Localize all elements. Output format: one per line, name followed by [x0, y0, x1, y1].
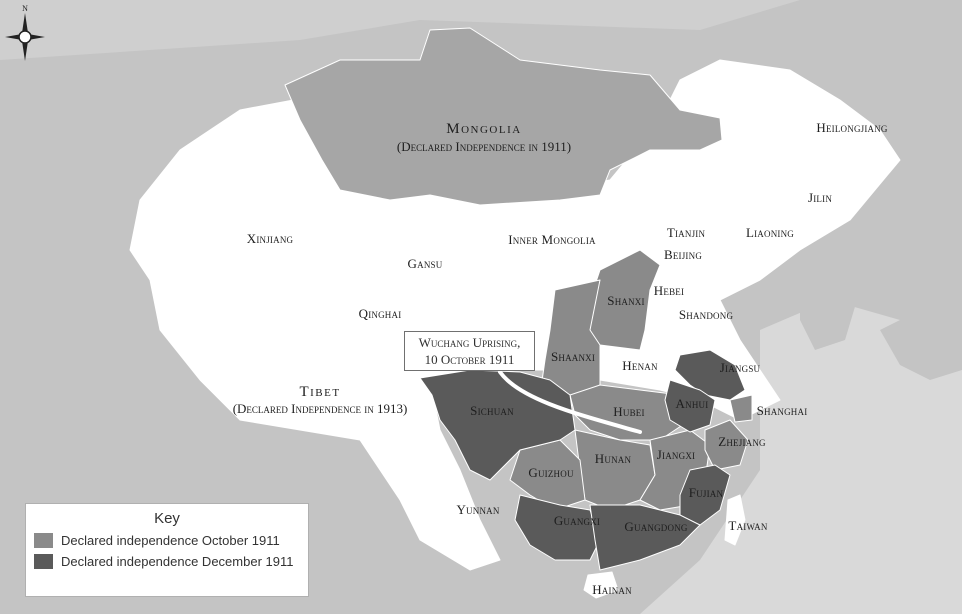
label-hunan: Hunan: [595, 451, 632, 466]
key-item-december: Declared independence December 1911: [34, 554, 308, 569]
label-guangdong: Guangdong: [624, 519, 687, 534]
label-jiangsu: Jiangsu: [720, 360, 761, 375]
region-fujian: [679, 464, 731, 526]
label-hebei: Hebei: [654, 283, 684, 298]
label-beijing: Beijing: [664, 247, 702, 262]
label-inner-mongolia: Inner Mongolia: [508, 232, 596, 247]
key-item-october: Declared independence October 1911: [34, 533, 308, 548]
label-jiangxi: Jiangxi: [657, 447, 695, 462]
japan-land: [880, 300, 962, 380]
region-jiangsu: [674, 349, 746, 401]
label-sichuan: Sichuan: [470, 403, 514, 418]
label-xinjiang: Xinjiang: [247, 231, 294, 246]
label-tibet: Tibet: [299, 384, 340, 400]
label-heilongjiang: Heilongjiang: [816, 120, 888, 135]
key-title: Key: [154, 510, 180, 527]
key-label-october: Declared independence October 1911: [61, 533, 280, 548]
label-hainan: Hainan: [592, 582, 632, 597]
key-swatch-october: [34, 533, 53, 548]
label-shanghai: Shanghai: [757, 403, 808, 418]
callout-line2: 10 October 1911: [424, 352, 515, 367]
label-shandong: Shandong: [679, 307, 734, 322]
region-mongolia: [284, 27, 723, 206]
label-hubei: Hubei: [613, 404, 644, 419]
compass-icon: N: [5, 4, 45, 61]
label-tibet-note: (Declared Independence in 1913): [233, 401, 408, 416]
key-swatch-december: [34, 554, 53, 569]
region-hainan: [583, 571, 619, 599]
label-guangxi: Guangxi: [554, 513, 600, 528]
callout-line1: Wuchang Uprising,: [418, 335, 521, 350]
region-guangxi: [514, 494, 601, 561]
compass-north-label: N: [22, 4, 28, 13]
region-guizhou: [509, 439, 586, 511]
label-anhui: Anhui: [676, 396, 709, 411]
label-guizhou: Guizhou: [528, 465, 574, 480]
label-henan: Henan: [622, 358, 658, 373]
label-liaoning: Liaoning: [746, 225, 794, 240]
korea-land: [800, 250, 860, 350]
wuchang-route-line: [498, 370, 642, 434]
region-zhejiang: [704, 419, 749, 471]
label-yunnan: Yunnan: [456, 502, 499, 517]
label-tianjin: Tianjin: [667, 225, 706, 240]
label-jilin: Jilin: [808, 190, 832, 205]
region-taiwan: [724, 494, 746, 546]
region-anhui: [664, 379, 716, 433]
label-qinghai: Qinghai: [359, 306, 402, 321]
region-guangdong: [589, 504, 701, 571]
label-fujian: Fujian: [689, 485, 724, 500]
label-mongolia-note: (Declared Independence in 1911): [397, 139, 571, 154]
key-label-december: Declared independence December 1911: [61, 554, 294, 569]
sea: [640, 300, 962, 614]
label-gansu: Gansu: [408, 256, 443, 271]
label-taiwan: Taiwan: [728, 518, 767, 533]
label-shaanxi: Shaanxi: [551, 349, 595, 364]
label-shanxi: Shanxi: [607, 293, 644, 308]
label-mongolia: Mongolia: [446, 121, 521, 137]
region-shanghai: [729, 394, 753, 423]
wuchang-callout: Wuchang Uprising, 10 October 1911: [404, 331, 535, 371]
region-hubei: [569, 384, 691, 441]
label-zhejiang: Zhejiang: [718, 434, 766, 449]
map-key: Key Declared independence October 1911 D…: [25, 503, 309, 597]
